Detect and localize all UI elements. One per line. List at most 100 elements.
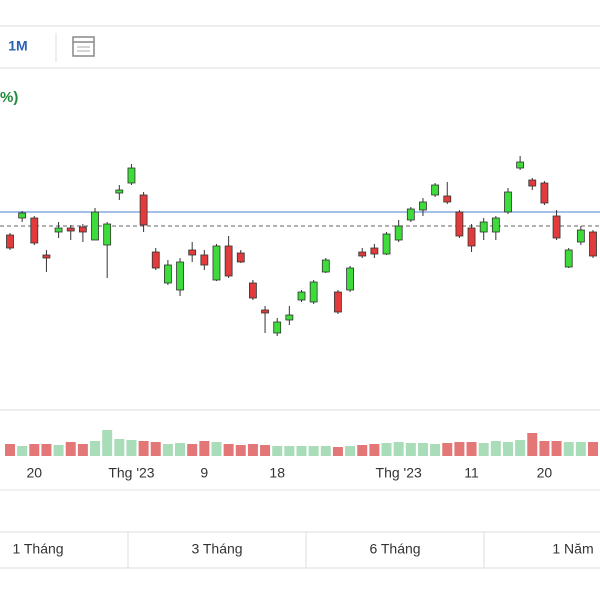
candle-body <box>370 247 379 255</box>
x-tick-label: 20 <box>537 465 553 481</box>
candle-body <box>467 227 476 247</box>
volume-bar <box>442 443 453 456</box>
volume-bar <box>65 442 76 456</box>
volume-bar <box>515 440 526 456</box>
volume-bar <box>563 442 574 456</box>
candle-body <box>212 245 221 281</box>
candle-body <box>261 309 269 314</box>
volume-bar <box>539 441 550 456</box>
volume-bar <box>551 441 562 456</box>
candle-body <box>139 194 148 226</box>
volume-bar <box>308 446 319 456</box>
candle-body <box>334 291 342 313</box>
volume-bar <box>29 444 40 456</box>
candle-body <box>127 167 136 184</box>
candle-body <box>66 227 75 232</box>
volume-bar <box>357 445 368 456</box>
volume-bar <box>575 442 586 456</box>
volume-bar <box>150 442 161 456</box>
volume-bar <box>527 433 538 456</box>
candle-body <box>394 225 403 241</box>
volume-bar <box>296 446 307 456</box>
x-tick-label: Thg '23 <box>376 465 422 481</box>
volume-bar <box>77 444 88 456</box>
change-text: %) <box>0 89 18 106</box>
volume-bar <box>41 444 52 456</box>
candle-body <box>431 184 440 196</box>
volume-bar <box>502 442 513 456</box>
candle-body <box>42 254 51 259</box>
range-button[interactable]: 1 Tháng <box>12 541 63 557</box>
volume-bar <box>272 446 283 456</box>
volume-bar <box>284 446 295 456</box>
range-button[interactable]: 6 Tháng <box>369 541 420 557</box>
range-button[interactable]: 1 Năm <box>552 541 593 557</box>
volume-bar <box>162 444 173 456</box>
candle-body <box>589 231 597 257</box>
candle-body <box>273 321 282 334</box>
candle-body <box>443 195 452 203</box>
candle-body <box>309 281 318 303</box>
candle-body <box>455 211 464 237</box>
volume-bar <box>199 441 210 456</box>
x-tick-label: 20 <box>27 465 43 481</box>
volume-bar <box>53 445 64 456</box>
volume-bar <box>430 444 441 456</box>
volume-bar <box>417 443 428 456</box>
candle-body <box>200 254 209 266</box>
candle-body <box>6 234 14 249</box>
range-button[interactable]: 3 Tháng <box>191 541 242 557</box>
candle-body <box>516 161 525 169</box>
candle-body <box>249 282 257 299</box>
volume-bar <box>138 441 149 456</box>
candle-body <box>285 314 294 321</box>
volume-bar <box>126 440 137 456</box>
volume-bar <box>332 447 343 456</box>
candle-body <box>151 251 160 269</box>
candle-body <box>78 226 87 233</box>
candle-body <box>224 245 233 277</box>
candle-body <box>540 182 549 204</box>
x-tick-label: 18 <box>269 465 285 481</box>
candle-body <box>528 179 537 187</box>
candle-body <box>188 249 197 256</box>
candle-body <box>115 189 124 194</box>
volume-bar <box>187 444 198 456</box>
volume-bar <box>223 444 234 456</box>
candle-body <box>382 233 391 255</box>
volume-bar <box>247 444 258 456</box>
candle-body <box>163 264 172 284</box>
volume-bar <box>405 443 416 456</box>
candle-body <box>91 211 99 241</box>
candle-body <box>18 212 27 219</box>
volume-bar <box>260 445 271 456</box>
volume-bar <box>588 442 598 456</box>
candle-body <box>103 223 112 246</box>
volume-bar <box>90 441 101 456</box>
volume-bar <box>102 430 113 456</box>
candle-body <box>479 221 488 233</box>
candle-body <box>236 252 245 263</box>
volume-bar <box>17 446 28 456</box>
volume-bar <box>381 443 392 456</box>
candle-body <box>30 217 39 244</box>
candle-body <box>346 267 354 291</box>
candle-body <box>552 215 561 239</box>
candle-body <box>576 229 585 243</box>
interval-button[interactable]: 1M <box>8 38 27 54</box>
x-tick-label: Thg '23 <box>108 465 154 481</box>
volume-bar <box>175 443 186 456</box>
volume-bar <box>454 442 465 456</box>
x-tick-label: 11 <box>464 465 479 481</box>
candle-body <box>504 191 512 213</box>
volume-bar <box>114 439 125 456</box>
layout-icon[interactable] <box>72 36 95 57</box>
x-tick-label: 9 <box>200 465 208 481</box>
volume-bar <box>235 445 246 456</box>
candle-body <box>297 291 306 301</box>
candle-body <box>54 227 63 233</box>
volume-bar <box>490 441 501 456</box>
candle-body <box>176 261 184 291</box>
volume-bar <box>5 444 15 456</box>
candle-body <box>358 251 367 257</box>
